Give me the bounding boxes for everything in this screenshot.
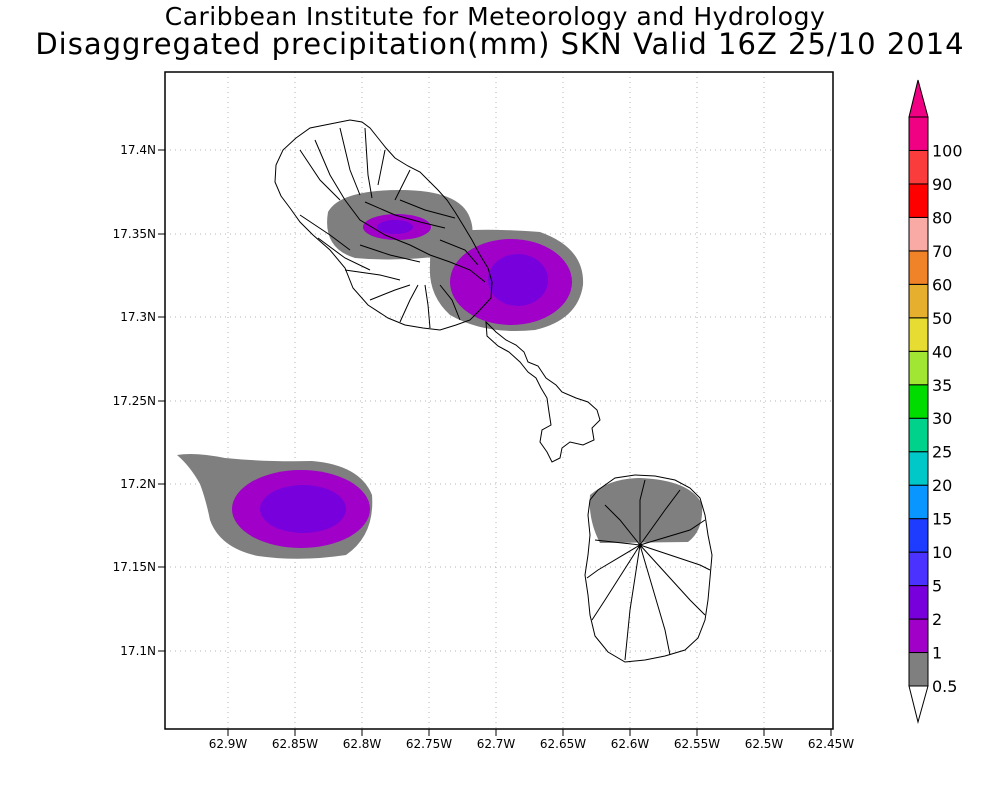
x-tick-label: 62.9W	[209, 737, 248, 751]
colorbar-min-arrow	[908, 685, 929, 724]
colorbar-label: 60	[932, 275, 952, 294]
colorbar-label: 90	[932, 175, 952, 194]
colorbar-label: 5	[932, 577, 942, 596]
x-tick-label: 62.5W	[745, 737, 784, 751]
colorbar-box	[908, 551, 929, 587]
x-tick-label: 62.7W	[477, 737, 516, 751]
colorbar-label: 15	[932, 510, 952, 529]
y-axis-labels: 17.4N 17.35N 17.3N 17.25N 17.2N 17.15N 1…	[113, 143, 156, 658]
island-st-kitts-peninsula	[485, 320, 601, 463]
island-nevis	[584, 474, 713, 663]
x-tick-label: 62.45W	[808, 737, 854, 751]
y-tick-label: 17.35N	[113, 227, 156, 241]
colorbar-label: 80	[932, 208, 952, 227]
colorbar-label: 25	[932, 443, 952, 462]
colorbar-box	[908, 618, 929, 654]
chart-subtitle: Disaggregated precipitation(mm) SKN Vali…	[35, 27, 965, 61]
colorbar-box	[908, 417, 929, 453]
colorbar-label: 20	[932, 476, 952, 495]
y-tick-label: 17.4N	[120, 143, 156, 157]
colorbar-box	[908, 451, 929, 486]
island-st-kitts	[274, 119, 493, 331]
x-tick-label: 62.65W	[540, 737, 586, 751]
colorbar-label: 40	[932, 342, 952, 361]
y-tick-label: 17.2N	[120, 477, 156, 491]
colorbar-box	[908, 585, 929, 620]
colorbar-label: 1	[932, 644, 942, 663]
precip-area-stkitts-east	[429, 229, 584, 331]
colorbar-box	[908, 283, 929, 319]
colorbar-label: 70	[932, 242, 952, 261]
x-axis-labels: 62.9W 62.85W 62.8W 62.75W 62.7W 62.65W 6…	[209, 737, 855, 751]
colorbar-box	[908, 518, 929, 553]
colorbar-label: 100	[932, 141, 963, 160]
precip-area-west	[177, 454, 373, 559]
x-tick-label: 62.55W	[674, 737, 720, 751]
colorbar-label: 30	[932, 409, 952, 428]
x-tick-label: 62.75W	[406, 737, 452, 751]
colorbar-max-arrow	[908, 79, 929, 118]
colorbar-box	[908, 116, 929, 151]
colorbar-label: 35	[932, 376, 952, 395]
colorbar-box	[908, 317, 929, 352]
colorbar-box	[908, 149, 929, 185]
x-tick-label: 62.8W	[343, 737, 382, 751]
x-tick-label: 62.85W	[272, 737, 318, 751]
axis-ticks	[158, 149, 832, 736]
precip-area-nevis	[589, 478, 703, 543]
colorbar-box	[908, 384, 929, 419]
chart-title: Caribbean Institute for Meteorology and …	[164, 2, 826, 31]
colorbar-box	[908, 250, 929, 285]
y-tick-label: 17.25N	[113, 394, 156, 408]
y-tick-label: 17.1N	[120, 644, 156, 658]
colorbar-box	[908, 183, 929, 218]
colorbar-box	[908, 216, 929, 252]
colorbar-box	[908, 484, 929, 520]
y-tick-label: 17.3N	[120, 310, 156, 324]
colorbar-label: 50	[932, 309, 952, 328]
colorbar-label: 2	[932, 610, 942, 629]
colorbar-box	[908, 652, 929, 687]
colorbar-box	[908, 350, 929, 386]
y-tick-label: 17.15N	[113, 560, 156, 574]
colorbar-label: 10	[932, 543, 952, 562]
colorbar-label: 0.5	[932, 677, 957, 696]
x-tick-label: 62.6W	[611, 737, 650, 751]
map-grid	[165, 72, 833, 729]
